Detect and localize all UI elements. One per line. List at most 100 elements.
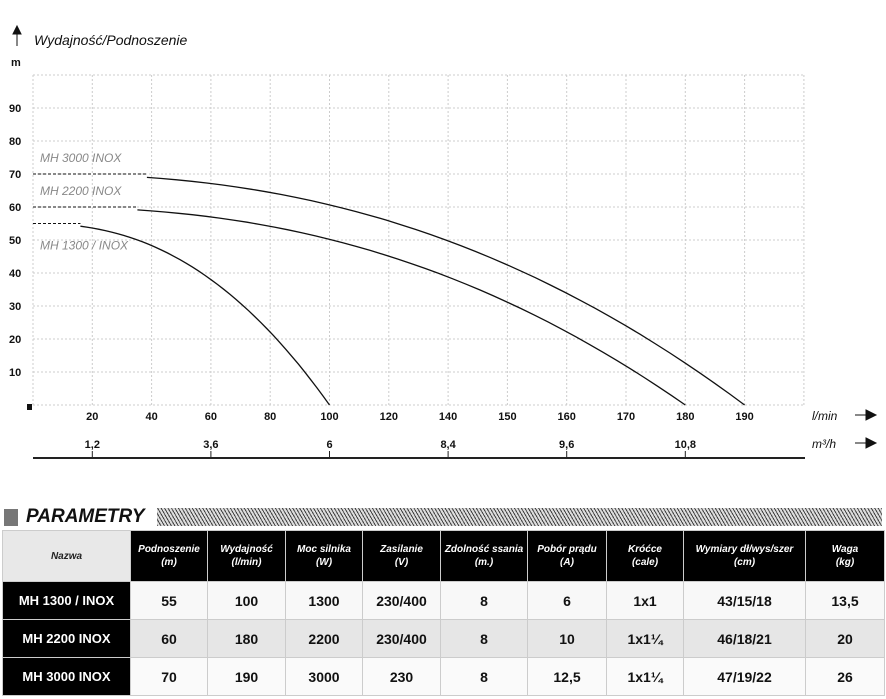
- column-header-line: (kg): [835, 557, 855, 568]
- x-tick-label: 20: [86, 411, 98, 423]
- column-header: Nazwa: [2, 530, 131, 582]
- table-cell: 230: [362, 657, 441, 696]
- x-tick-label: 150: [498, 411, 516, 423]
- table-cell: 70: [130, 657, 208, 696]
- table-cell: 190: [207, 657, 286, 696]
- table-cell: 47/19/22: [683, 657, 806, 696]
- column-header: Waga (kg): [805, 530, 885, 582]
- column-header-line: Moc silnika: [297, 544, 351, 555]
- y-tick-label: 20: [9, 334, 21, 346]
- series-curve: [80, 225, 331, 406]
- model-name-cell: MH 3000 INOX: [2, 657, 131, 696]
- y-tick-label: 10: [9, 367, 21, 379]
- x2-tick-label: 8,4: [440, 439, 456, 451]
- table-cell: 8: [440, 581, 528, 620]
- hatch-bar: [156, 508, 882, 526]
- table-cell: 55: [130, 581, 208, 620]
- x-tick-label: 100: [320, 411, 338, 423]
- table-cell: 10: [527, 619, 607, 658]
- y-tick-label: 40: [9, 268, 21, 280]
- x-tick-label: 120: [380, 411, 398, 423]
- table-cell: 46/18/21: [683, 619, 806, 658]
- table-header-row: Nazwa Podnoszenie (m) Wydajność (l/min) Moc s…: [2, 530, 885, 582]
- table-cell: 230/400: [362, 581, 441, 620]
- model-name-cell: MH 1300 / INOX: [2, 581, 131, 620]
- column-header-line: (W): [315, 557, 333, 568]
- column-header-line: Pobór prądu: [537, 544, 597, 555]
- chart-title: Wydajność/Podnoszenie: [34, 32, 188, 48]
- table-cell: 8: [440, 619, 528, 658]
- series-label: MH 1300 / INOX: [40, 239, 129, 253]
- column-header-line: (V): [394, 557, 409, 568]
- x-tick-label: 40: [145, 411, 157, 423]
- table-row: MH 3000 INOX 70 190 3000 230 8 12,5 1x1¼ 47/19/2…: [2, 657, 885, 696]
- table-cell: 2200: [285, 619, 363, 658]
- section-title: PARAMETRY: [26, 506, 145, 527]
- table-cell: 43/15/18: [683, 581, 806, 620]
- x-tick-label: 190: [735, 411, 753, 423]
- table-cell: 8: [440, 657, 528, 696]
- table-cell: 6: [527, 581, 607, 620]
- series-curve: [146, 176, 745, 406]
- x2-axis-arrow-icon: [855, 437, 878, 449]
- table-row: MH 1300 / INOX 55 100 1300 230/400 8 6 1x1 43/15…: [2, 581, 885, 620]
- x-tick-label: 170: [617, 411, 635, 423]
- pump-curve-chart: Wydajność/Podnoszenie m MH 3000 INOX MH 2…: [9, 24, 878, 459]
- column-header: Podnoszenie (m): [130, 530, 208, 582]
- column-header: Wydajność (l/min): [207, 530, 286, 582]
- column-header-line: Króćce: [628, 544, 662, 555]
- x2-tick-label: 3,6: [203, 439, 218, 451]
- column-header: Zasilanie (V): [362, 530, 441, 582]
- column-header: Wymiary dł/wys/szer (cm): [683, 530, 806, 582]
- section-header: PARAMETRY: [4, 506, 882, 528]
- table-cell: 230/400: [362, 619, 441, 658]
- column-header-line: Waga: [831, 544, 859, 555]
- table-cell: 60: [130, 619, 208, 658]
- table-cell: 26: [805, 657, 885, 696]
- table-cell: 1x1¼: [606, 619, 684, 658]
- column-header-line: Wydajność: [220, 544, 273, 555]
- table-cell: 13,5: [805, 581, 885, 620]
- x2-tick-label: 1,2: [85, 439, 100, 451]
- column-header-line: Nazwa: [50, 550, 83, 562]
- x-tick-label: 60: [205, 411, 217, 423]
- y-tick-label: 80: [9, 136, 21, 148]
- table-cell: 3000: [285, 657, 363, 696]
- column-header-line: (cm): [733, 557, 756, 568]
- model-name-cell: MH 2200 INOX: [2, 619, 131, 658]
- series-label: MH 2200 INOX: [40, 184, 122, 198]
- column-header: Pobór prądu (A): [527, 530, 607, 582]
- table-cell: 1x1¼: [606, 657, 684, 696]
- y-axis-arrow-icon: [12, 24, 22, 46]
- table-row: MH 2200 INOX 60 180 2200 230/400 8 10 1x1¼ 46/18…: [2, 619, 885, 658]
- x-tick-label: 140: [439, 411, 457, 423]
- table-cell: 12,5: [527, 657, 607, 696]
- series-curve: [137, 209, 686, 406]
- table-cell: 100: [207, 581, 286, 620]
- column-header-line: Zdolność ssania: [444, 544, 524, 555]
- section-marker: [4, 508, 18, 526]
- column-header-line: (m.): [474, 557, 494, 568]
- column-header: Króćce (cale): [606, 530, 684, 582]
- column-header-line: (m): [161, 557, 177, 568]
- x-axis-unit: l/min: [812, 409, 838, 423]
- y-axis-unit: m: [11, 57, 21, 69]
- column-header-line: (cale): [631, 557, 659, 568]
- y-tick-label: 70: [9, 169, 21, 181]
- x-tick-label: 180: [676, 411, 694, 423]
- column-header: Zdolność ssania (m.): [440, 530, 528, 582]
- x-tick-label: 160: [558, 411, 576, 423]
- table-cell: 180: [207, 619, 286, 658]
- y-tick-label: 90: [9, 103, 21, 115]
- y-tick-label: 30: [9, 301, 21, 313]
- y-tick-label: 60: [9, 202, 21, 214]
- table-cell: 20: [805, 619, 885, 658]
- table-cell: 1x1: [606, 581, 684, 620]
- y-tick-label: 50: [9, 235, 21, 247]
- column-header-line: (l/min): [231, 557, 262, 568]
- x2-tick-label: 9,6: [559, 439, 574, 451]
- column-header-line: Podnoszenie: [138, 544, 200, 555]
- x-tick-label: 80: [264, 411, 276, 423]
- x2-tick-label: 6: [326, 439, 332, 451]
- column-header-line: (A): [560, 557, 574, 568]
